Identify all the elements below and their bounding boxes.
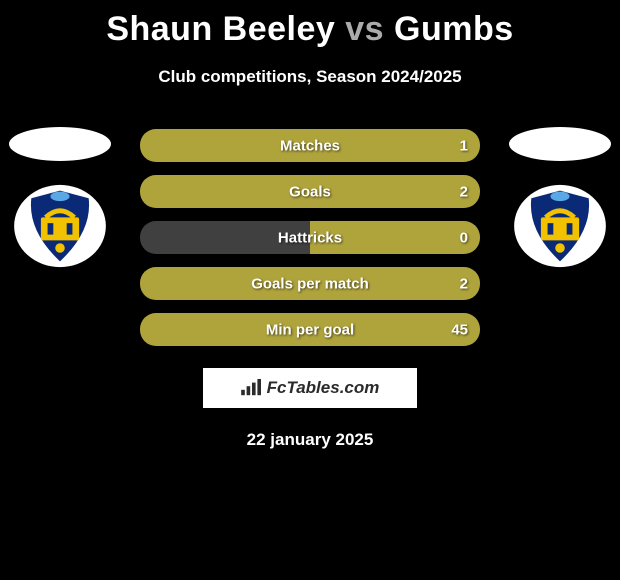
stat-value-right: 2 <box>460 275 468 292</box>
player1-club-crest <box>12 183 108 269</box>
stat-label: Hattricks <box>278 229 342 246</box>
brand-bars-icon <box>241 379 263 397</box>
player2-name: Gumbs <box>394 10 514 48</box>
stat-row: Goals per match 2 <box>140 267 480 300</box>
stat-row: Matches 1 <box>140 129 480 162</box>
subtitle: Club competitions, Season 2024/2025 <box>0 67 620 87</box>
content-area: Matches 1 Goals 2 Hattricks 0 Goals per match 2… <box>0 129 620 450</box>
stat-value-right: 0 <box>460 229 468 246</box>
player1-avatar-placeholder <box>9 127 111 161</box>
stat-rows: Matches 1 Goals 2 Hattricks 0 Goals per match 2… <box>140 129 480 346</box>
player2-club-crest <box>512 183 608 269</box>
brand-box: FcTables.com <box>203 368 417 408</box>
stat-row: Min per goal 45 <box>140 313 480 346</box>
stat-value-right: 2 <box>460 183 468 200</box>
stat-value-right: 1 <box>460 137 468 154</box>
comparison-title: Shaun Beeley vs Gumbs <box>0 0 620 49</box>
stat-label: Goals per match <box>251 275 369 292</box>
stat-row: Goals 2 <box>140 175 480 208</box>
stat-label: Goals <box>289 183 331 200</box>
player1-name: Shaun Beeley <box>106 10 335 48</box>
player2-badges <box>510 127 610 269</box>
player1-badges <box>10 127 110 269</box>
date-text: 22 january 2025 <box>0 430 620 450</box>
player2-avatar-placeholder <box>509 127 611 161</box>
vs-text: vs <box>345 10 384 48</box>
stat-value-right: 45 <box>451 321 468 338</box>
brand-text: FcTables.com <box>267 378 380 398</box>
stat-label: Min per goal <box>266 321 354 338</box>
stat-label: Matches <box>280 137 340 154</box>
stat-row: Hattricks 0 <box>140 221 480 254</box>
